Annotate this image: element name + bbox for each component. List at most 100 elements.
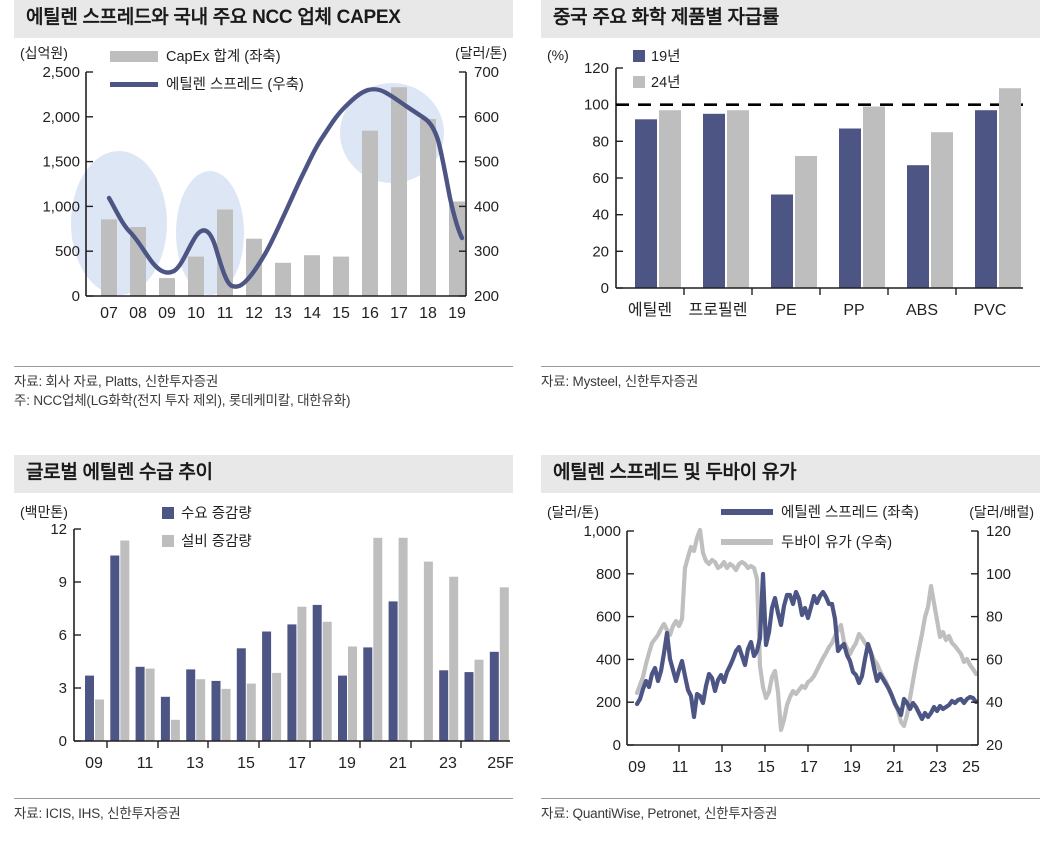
bar-demand-13 (186, 669, 196, 741)
ss-xtick-abs: ABS (906, 302, 938, 319)
bar-capacity-23 (449, 576, 459, 741)
sd-ytick-9: 9 (59, 574, 67, 591)
bar-capex-16 (362, 130, 378, 296)
sp-xtick-21: 21 (886, 759, 904, 776)
capex-ytick-0: 0 (72, 288, 80, 305)
ss-ytick-0: 0 (601, 280, 609, 297)
bar-demand-11 (135, 666, 145, 741)
bar-demand-19 (338, 675, 347, 741)
capex-xtick-10: 10 (187, 305, 205, 322)
sd-x-separators (106, 740, 462, 748)
legend-label-19: 19년 (651, 48, 680, 65)
sp-right-axis: 120 100 80 60 40 20 (971, 523, 1011, 754)
bar-19-pp (839, 128, 861, 288)
bar-19-ethylene (635, 119, 657, 288)
capex-xtick-16: 16 (361, 305, 379, 322)
sp-ytick-200: 200 (596, 694, 621, 711)
panel-capex-sources: 자료: 회사 자료, Platts, 신한투자증권 주: NCC업체(LG화학(… (14, 366, 513, 410)
ss-ytick-40: 40 (592, 207, 609, 224)
sp-y2tick-120: 120 (986, 523, 1011, 540)
legend-swatch-dubai (721, 538, 773, 545)
panel-supplydemand-sources: 자료: ICIS, IHS, 신한투자증권 (14, 798, 513, 823)
capex-xtick-13: 13 (274, 305, 292, 322)
sd-xtick-11: 11 (137, 755, 154, 772)
bar-24-propylene (727, 110, 749, 288)
sp-spread-line-detail (634, 571, 979, 721)
bar-capex-12 (246, 238, 262, 296)
panel-spread-dubai-title: 에틸렌 스프레드 및 두바이 유가 (541, 455, 1040, 493)
panel-spread-dubai: 에틸렌 스프레드 및 두바이 유가 (달러/톤) (달러/배럴) 에틸렌 스프레… (527, 455, 1054, 854)
bar-capacity-14 (221, 688, 231, 741)
capex-xtick-09: 09 (158, 305, 176, 322)
sd-source-1: 자료: ICIS, IHS, 신한투자증권 (14, 806, 181, 821)
sp-ytick-800: 800 (596, 566, 621, 583)
sp-left-axis: 1,000 800 600 400 200 0 (583, 523, 634, 754)
sp-xtick-11: 11 (672, 759, 689, 776)
panel-supplydemand-title: 글로벌 에틸렌 수급 추이 (14, 455, 513, 493)
bar-24-pvc (999, 88, 1021, 288)
sp-xtick-13: 13 (714, 759, 732, 776)
supplydemand-chart-svg: (백만톤) 수요 증감량 설비 증감량 12 9 (20, 504, 513, 772)
sd-legend: 수요 증감량 설비 증감량 (162, 505, 252, 550)
bar-demand-17 (287, 624, 297, 741)
bar-capacity-16 (272, 672, 282, 741)
capex-xtick-19: 19 (448, 305, 466, 322)
legend-label-spread: 에틸렌 스프레드 (좌축) (781, 504, 919, 521)
capex-ytick-1500: 1,500 (42, 153, 80, 170)
legend-swatch-spread (110, 81, 158, 87)
ss-xtick-pe: PE (775, 302, 796, 319)
capex-ytick-2000: 2,000 (42, 109, 80, 126)
bar-demand-25F (489, 651, 499, 741)
sd-xtick-19: 19 (338, 755, 356, 772)
capex-left-unit: (십억원) (20, 45, 68, 61)
sd-ytick-6: 6 (59, 627, 67, 644)
bar-capacity-22 (423, 561, 433, 741)
bar-capacity-17 (297, 606, 307, 741)
capex-ytick-500: 500 (55, 243, 80, 260)
ss-legend: 19년 24년 (633, 48, 680, 91)
bar-capacity-18 (322, 621, 332, 741)
legend-swatch-capacity (162, 534, 174, 547)
legend-swatch-24 (633, 75, 645, 88)
sp-ytick-0: 0 (613, 737, 621, 754)
selfsufficiency-chart-svg: (%) 19년 24년 1 (547, 47, 1023, 319)
sp-ytick-1000: 1,000 (583, 523, 621, 540)
bar-capacity-10 (120, 540, 130, 741)
bar-capacity-20 (373, 537, 383, 741)
panel-capex: 에틸렌 스프레드와 국내 주요 NCC 업체 CAPEX (십억원) (달러/톤… (0, 0, 527, 455)
capex-y2tick-700: 700 (474, 64, 499, 81)
ss-source-1: 자료: Mysteel, 신한투자증권 (541, 374, 699, 389)
sp-right-unit: (달러/배럴) (969, 504, 1034, 520)
bar-24-pp (863, 106, 885, 288)
panel-supplydemand-plot: (백만톤) 수요 증감량 설비 증감량 12 9 (14, 493, 513, 793)
sp-y2tick-80: 80 (986, 608, 1003, 625)
capex-left-axis: 2,500 2,000 1,500 1,000 500 0 (42, 64, 93, 305)
bar-capacity-19 (348, 646, 357, 741)
ss-xtick-propylene: 프로필렌 (689, 301, 748, 319)
sp-xtick-19: 19 (843, 759, 861, 776)
panel-spread-dubai-plot: (달러/톤) (달러/배럴) 에틸렌 스프레드 (좌축) 두바이 유가 (우축) (541, 493, 1040, 793)
bar-demand-21 (388, 601, 398, 741)
bar-capex-17 (391, 87, 407, 296)
sp-left-unit: (달러/톤) (547, 504, 599, 520)
bar-demand-24 (464, 671, 474, 741)
capex-y2tick-400: 400 (474, 198, 499, 215)
sp-y2tick-100: 100 (986, 566, 1011, 583)
sp-xticklabels: 09 11 13 15 17 19 21 23 25 (628, 759, 980, 776)
bar-demand-15 (236, 648, 246, 741)
bar-capacity-12 (170, 719, 180, 741)
capex-xticklabels: 07 08 09 10 11 12 13 14 15 16 17 18 19 (100, 305, 466, 322)
capex-y2tick-600: 600 (474, 109, 499, 126)
bar-capacity-09 (95, 699, 104, 741)
ss-y-axis: 120 100 80 60 40 20 0 (584, 60, 623, 297)
bar-demand-12 (160, 696, 170, 741)
bar-capacity-21 (398, 537, 408, 741)
panel-capex-plot: (십억원) (달러/톤) CapEx 합계 (좌축) 에틸렌 스프레드 (우축) (14, 38, 513, 348)
bar-capex-07 (101, 219, 117, 296)
capex-ytick-2500: 2,500 (42, 64, 80, 81)
capex-xtick-08: 08 (129, 305, 147, 322)
capex-source-2: 주: NCC업체(LG화학(전지 투자 제외), 롯데케미칼, 대한유화) (14, 393, 351, 409)
ss-x-separators (683, 287, 957, 295)
legend-label-spread: 에틸렌 스프레드 (우축) (166, 76, 304, 93)
